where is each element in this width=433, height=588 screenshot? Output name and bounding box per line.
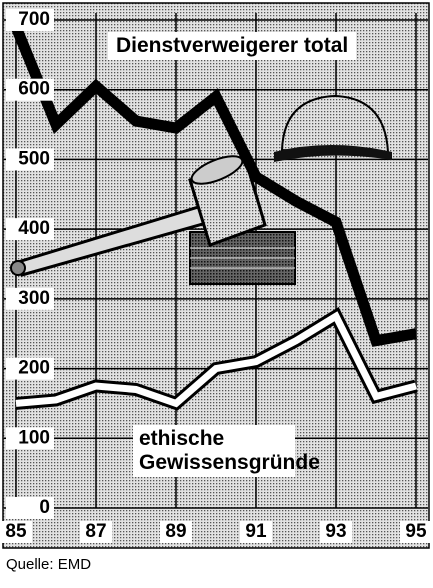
x-tick-label: 95	[405, 521, 427, 542]
y-tick-label: 500	[18, 148, 50, 169]
x-tick-label: 93	[325, 521, 346, 542]
x-tick-label: 91	[245, 521, 267, 542]
y-tick-label: 200	[18, 358, 50, 379]
x-tick-label: 89	[165, 521, 186, 542]
x-tick-label: 85	[5, 521, 27, 542]
y-tick-label: 700	[18, 9, 50, 30]
y-tick-label: 600	[18, 79, 50, 100]
legend-total: Dienstverweigerer total	[108, 32, 356, 60]
legend-ethical: ethische Gewissensgründe	[133, 425, 295, 477]
x-tick-label: 87	[85, 521, 106, 542]
y-tick-label: 400	[18, 218, 50, 239]
y-tick-label: 300	[18, 288, 50, 309]
y-tick-label: 0	[39, 497, 50, 518]
y-tick-label: 100	[18, 427, 50, 448]
source: Quelle: EMD	[6, 556, 91, 573]
chart: 0 100 200 300 400 500 600 700 85 87 89 91 93 95	[0, 0, 433, 583]
page: 0 100 200 300 400 500 600 700 85 87 89 91 93 95 Diens…	[0, 0, 433, 583]
